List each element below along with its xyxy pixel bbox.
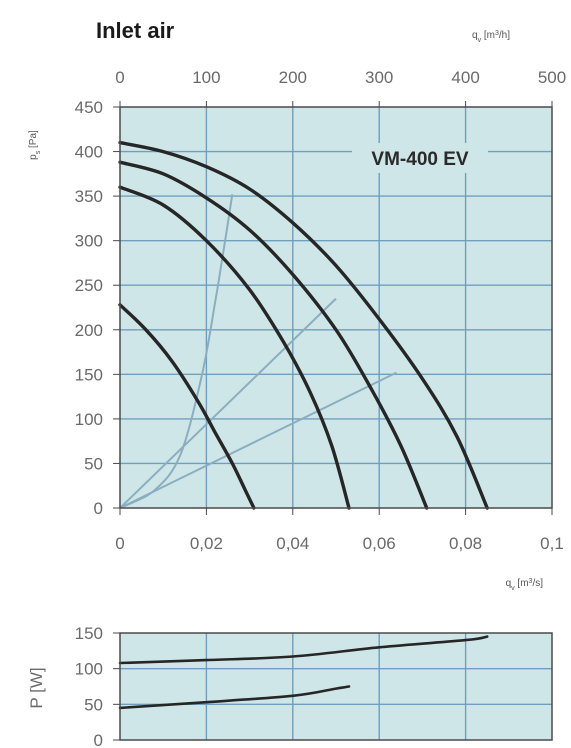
x2-tick-label: 0 bbox=[115, 68, 124, 87]
y-tick-label: 150 bbox=[75, 365, 103, 384]
x2-tick-label: 200 bbox=[279, 68, 307, 87]
y-tick-label: 350 bbox=[75, 187, 103, 206]
y-tick-label: 450 bbox=[75, 98, 103, 117]
x-tick-label: 0,1 bbox=[540, 534, 564, 553]
x2-tick-label: 300 bbox=[365, 68, 393, 87]
plot-area bbox=[120, 107, 552, 508]
system-curve bbox=[119, 297, 337, 509]
fan-curve bbox=[118, 160, 429, 510]
x-axis-label: qv [m3/s] bbox=[506, 578, 544, 592]
fan-curve bbox=[118, 303, 256, 510]
power-plot-area bbox=[120, 633, 552, 740]
y-tick-label: 0 bbox=[94, 499, 103, 518]
x-tick-label: 0,02 bbox=[190, 534, 223, 553]
y-tick-label: 300 bbox=[75, 232, 103, 251]
y-tick-label: 200 bbox=[75, 321, 103, 340]
power-y-tick-label: 100 bbox=[75, 660, 103, 679]
x2-tick-label: 400 bbox=[451, 68, 479, 87]
power-axis-label: P [W] bbox=[27, 667, 46, 708]
power-y-tick-label: 50 bbox=[84, 695, 103, 714]
fan-curve bbox=[118, 140, 489, 510]
power-curve bbox=[118, 635, 489, 665]
power-y-tick-label: 0 bbox=[94, 731, 103, 748]
x-tick-label: 0,06 bbox=[363, 534, 396, 553]
x-tick-label: 0,08 bbox=[449, 534, 482, 553]
power-plot-frame bbox=[119, 632, 553, 741]
model-label-bg bbox=[352, 143, 488, 173]
fan-curve bbox=[118, 185, 351, 510]
x2-axis-label: qv [m3/h] bbox=[472, 30, 510, 44]
model-label: VM-400 EV bbox=[371, 149, 468, 170]
x-tick-label: 0 bbox=[115, 534, 124, 553]
y-tick-label: 50 bbox=[84, 454, 103, 473]
plot-frame bbox=[119, 106, 553, 509]
system-curve bbox=[119, 371, 397, 509]
x2-tick-label: 500 bbox=[538, 68, 566, 87]
y-tick-label: 400 bbox=[75, 143, 103, 162]
y-tick-label: 250 bbox=[75, 276, 103, 295]
power-y-tick-label: 150 bbox=[75, 624, 103, 643]
power-curve bbox=[118, 685, 351, 710]
x2-tick-label: 100 bbox=[192, 68, 220, 87]
y-tick-label: 100 bbox=[75, 410, 103, 429]
x-tick-label: 0,04 bbox=[276, 534, 309, 553]
y-axis-label: ps [Pa] bbox=[28, 130, 42, 160]
chart-title: Inlet air bbox=[96, 18, 175, 43]
